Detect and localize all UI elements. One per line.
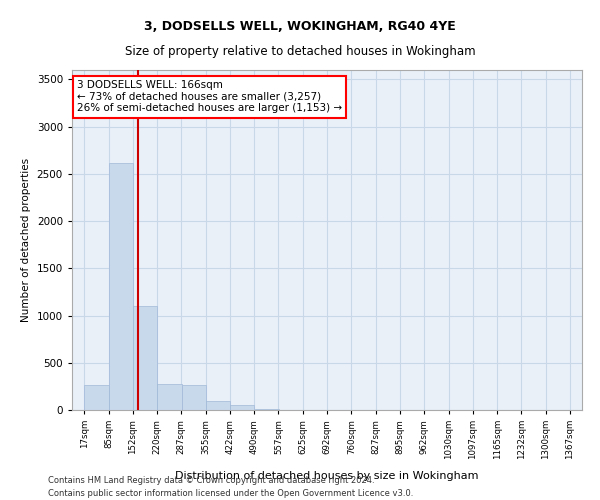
X-axis label: Distribution of detached houses by size in Wokingham: Distribution of detached houses by size … xyxy=(175,470,479,480)
Text: Contains HM Land Registry data © Crown copyright and database right 2024.: Contains HM Land Registry data © Crown c… xyxy=(48,476,374,485)
Text: 3, DODSELLS WELL, WOKINGHAM, RG40 4YE: 3, DODSELLS WELL, WOKINGHAM, RG40 4YE xyxy=(144,20,456,33)
Y-axis label: Number of detached properties: Number of detached properties xyxy=(21,158,31,322)
Text: Contains public sector information licensed under the Open Government Licence v3: Contains public sector information licen… xyxy=(48,488,413,498)
Bar xyxy=(85,384,109,410)
Text: Size of property relative to detached houses in Wokingham: Size of property relative to detached ho… xyxy=(125,45,475,58)
Bar xyxy=(133,306,157,410)
Bar xyxy=(157,384,182,410)
Bar xyxy=(182,384,206,410)
Bar xyxy=(206,400,230,410)
Text: 3 DODSELLS WELL: 166sqm
← 73% of detached houses are smaller (3,257)
26% of semi: 3 DODSELLS WELL: 166sqm ← 73% of detache… xyxy=(77,80,342,114)
Bar xyxy=(109,162,133,410)
Bar xyxy=(230,406,254,410)
Bar xyxy=(254,409,278,410)
